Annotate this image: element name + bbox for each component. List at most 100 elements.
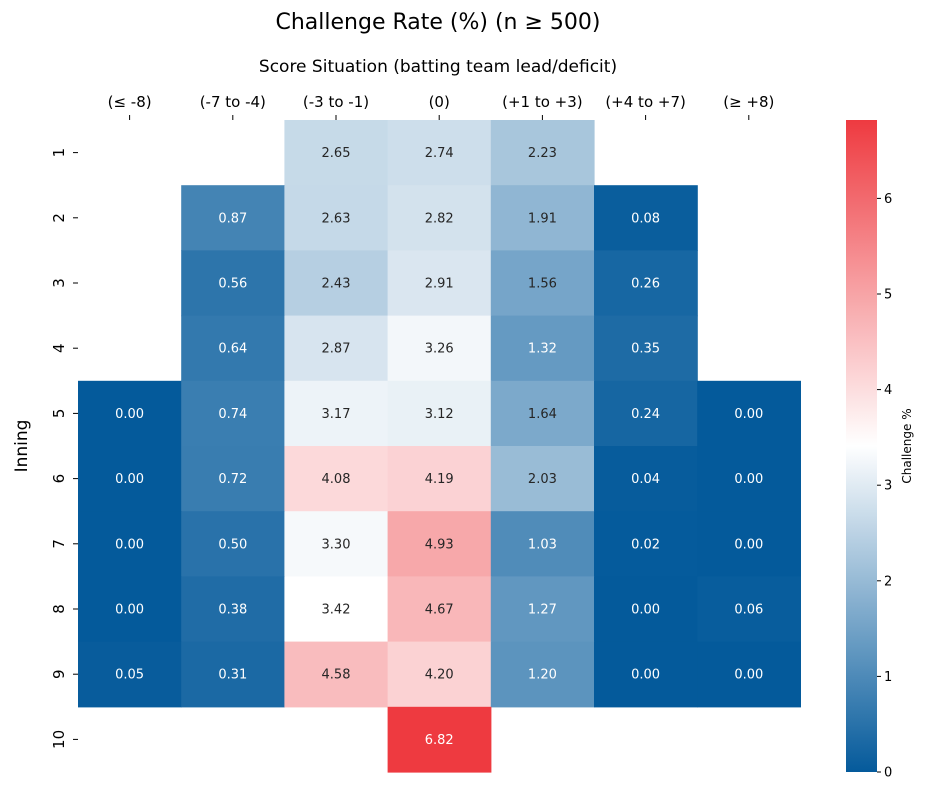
heatmap-cell: [78, 641, 182, 708]
colorbar-tick-label: 5: [884, 287, 892, 302]
cell-value-label: 0.72: [218, 472, 247, 487]
cell-value-label: 0.50: [218, 537, 247, 552]
cell-value-label: 0.74: [218, 407, 247, 422]
cell-value-label: 2.43: [322, 277, 351, 292]
x-axis-label: Score Situation (batting team lead/defic…: [259, 57, 617, 77]
heatmap-cell: [594, 576, 698, 643]
x-tick-label: (≥ +8): [723, 93, 774, 111]
cell-value-label: 0.00: [115, 603, 144, 618]
y-tick-label: 1: [50, 148, 68, 158]
cell-value-label: 6.82: [425, 733, 454, 748]
cell-value-label: 1.03: [528, 537, 557, 552]
cell-value-label: 0.35: [631, 342, 660, 357]
cell-value-label: 0.38: [218, 603, 247, 618]
cell-value-label: 2.91: [425, 277, 454, 292]
heatmap-cell: [697, 576, 801, 643]
heatmap-cell: [594, 511, 698, 577]
heatmap-cell: [181, 380, 285, 447]
heatmap-cell: [387, 446, 492, 512]
heatmap-cell: [181, 576, 285, 643]
cell-value-label: 2.23: [528, 146, 557, 161]
cell-value-label: 0.00: [734, 472, 763, 487]
heatmap-cell: [284, 511, 389, 577]
heatmap-cell: [490, 250, 595, 317]
heatmap-cell: [490, 641, 595, 708]
y-tick-label: 10: [50, 730, 68, 749]
cell-value-label: 0.31: [218, 668, 247, 683]
heatmap-cell: [181, 641, 285, 708]
cell-value-label: 1.56: [528, 277, 557, 292]
heatmap-cell: [594, 641, 698, 708]
heatmap-cell: [490, 120, 595, 186]
heatmap-cell: [181, 446, 285, 512]
heatmap-cell: [697, 511, 801, 577]
x-tick-labels: (≤ -8) (-7 to -4) (-3 to -1) (0) (+1 to +3) (…: [108, 93, 774, 120]
heatmap-cell: [78, 380, 182, 447]
cell-value-label: 0.87: [218, 211, 247, 226]
cell-value-label: 0.05: [115, 668, 144, 683]
y-tick-label: 5: [50, 409, 68, 419]
heatmap-cell: [181, 250, 285, 317]
heatmap-cell: [594, 315, 698, 382]
cell-value-label: 0.04: [631, 472, 660, 487]
cell-value-label: 1.32: [528, 342, 557, 357]
cell-value-label: 4.20: [425, 668, 454, 683]
cell-value-label: 3.26: [425, 342, 454, 357]
cell-value-label: 4.58: [322, 668, 351, 683]
cell-value-label: 0.00: [115, 472, 144, 487]
cell-value-label: 4.19: [425, 472, 454, 487]
cell-value-label: 0.56: [218, 277, 247, 292]
heatmap-cell: [387, 315, 492, 382]
x-tick-label: (+4 to +7): [605, 93, 686, 111]
heatmap-cell: [181, 185, 285, 251]
cell-value-label: 2.74: [425, 146, 454, 161]
cell-value-label: 0.02: [631, 537, 660, 552]
heatmap-cells: 2.65 2.74 2.23 0.87 2.63 2.82 1.91 0.08 0.56 2.43…: [78, 120, 801, 773]
cell-value-label: 0.64: [218, 342, 247, 357]
heatmap-cell: [594, 446, 698, 512]
y-tick-label: 8: [50, 604, 68, 614]
heatmap-cell: [387, 511, 492, 577]
y-tick-label: 3: [50, 278, 68, 288]
cell-value-label: 4.93: [425, 537, 454, 552]
heatmap-cell: [284, 641, 389, 708]
cell-value-label: 0.06: [734, 603, 763, 618]
cell-value-label: 3.30: [322, 537, 351, 552]
heatmap-cell: [387, 641, 492, 708]
y-tick-label: 9: [50, 669, 68, 679]
colorbar-tick-label: 0: [884, 766, 892, 781]
x-tick-label: (0): [429, 93, 450, 111]
heatmap-cell: [387, 706, 492, 773]
heatmap-cell: [78, 576, 182, 643]
cell-value-label: 0.00: [734, 668, 763, 683]
heatmap-cell: [78, 511, 182, 577]
y-tick-label: 6: [50, 474, 68, 484]
cell-value-label: 2.87: [322, 342, 351, 357]
heatmap-cell: [284, 185, 389, 251]
cell-value-label: 0.00: [631, 603, 660, 618]
colorbar-tick-label: 6: [884, 192, 892, 207]
heatmap-cell: [697, 380, 801, 447]
cell-value-label: 0.00: [631, 668, 660, 683]
cell-value-label: 2.82: [425, 211, 454, 226]
heatmap-cell: [490, 315, 595, 382]
cell-value-label: 2.63: [322, 211, 351, 226]
cell-value-label: 3.42: [322, 603, 351, 618]
cell-value-label: 0.26: [631, 277, 660, 292]
y-tick-label: 2: [50, 213, 68, 223]
heatmap-cell: [284, 576, 389, 643]
heatmap-cell: [284, 315, 389, 382]
cell-value-label: 2.03: [528, 472, 557, 487]
heatmap-cell: [697, 446, 801, 512]
heatmap-cell: [387, 576, 492, 643]
heatmap-cell: [387, 250, 492, 317]
cell-value-label: 3.17: [322, 407, 351, 422]
heatmap-cell: [284, 446, 389, 512]
heatmap-cell: [284, 120, 389, 186]
y-tick-labels: 1 2 3 4 5 6 7 8 9 10: [50, 148, 78, 749]
heatmap-cell: [387, 185, 492, 251]
colorbar: 0 1 2 3 4 5 6: [846, 120, 892, 781]
heatmap-cell: [697, 641, 801, 708]
y-tick-label: 7: [50, 539, 68, 549]
